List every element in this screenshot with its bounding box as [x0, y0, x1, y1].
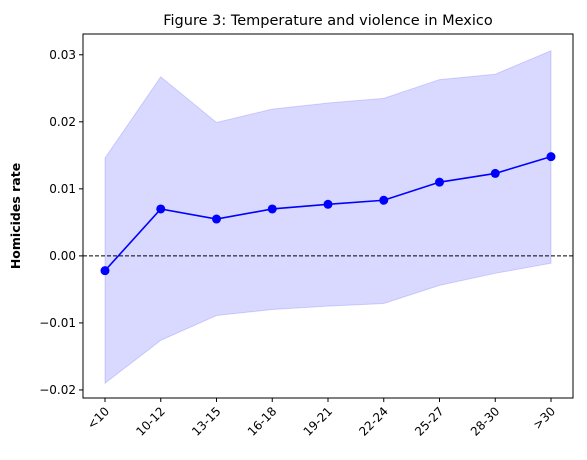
chart-title: Figure 3: Temperature and violence in Me… [163, 13, 493, 29]
y-tick-label: 0.00 [49, 249, 76, 263]
x-tick-label: 22-24 [356, 404, 391, 439]
x-tick-label: 19-21 [301, 404, 336, 439]
data-point [212, 214, 221, 224]
y-tick-label: 0.02 [49, 115, 76, 129]
y-axis-label: Homicides rate [8, 163, 23, 269]
y-tick-label: 0.01 [49, 182, 76, 196]
data-point [156, 204, 166, 214]
x-tick-label: 13-15 [189, 404, 224, 439]
x-tick-label: 28-30 [468, 404, 503, 439]
confidence-band [104, 50, 552, 385]
data-point [323, 199, 333, 209]
x-tick-label: >30 [530, 404, 558, 432]
x-tick-label: 25-27 [412, 404, 447, 439]
data-point [267, 204, 277, 214]
y-tick-label: 0.03 [49, 48, 76, 62]
y-tick-label: −0.01 [39, 316, 76, 330]
data-point [100, 266, 110, 276]
x-tick-label: 10-12 [133, 404, 168, 439]
data-point [435, 177, 444, 187]
data-point [546, 152, 556, 162]
x-tick-label: 16-18 [245, 404, 280, 439]
x-tick-label: <10 [84, 404, 112, 432]
data-point [490, 168, 500, 178]
y-tick-label: −0.02 [39, 383, 76, 397]
data-point [379, 195, 389, 205]
